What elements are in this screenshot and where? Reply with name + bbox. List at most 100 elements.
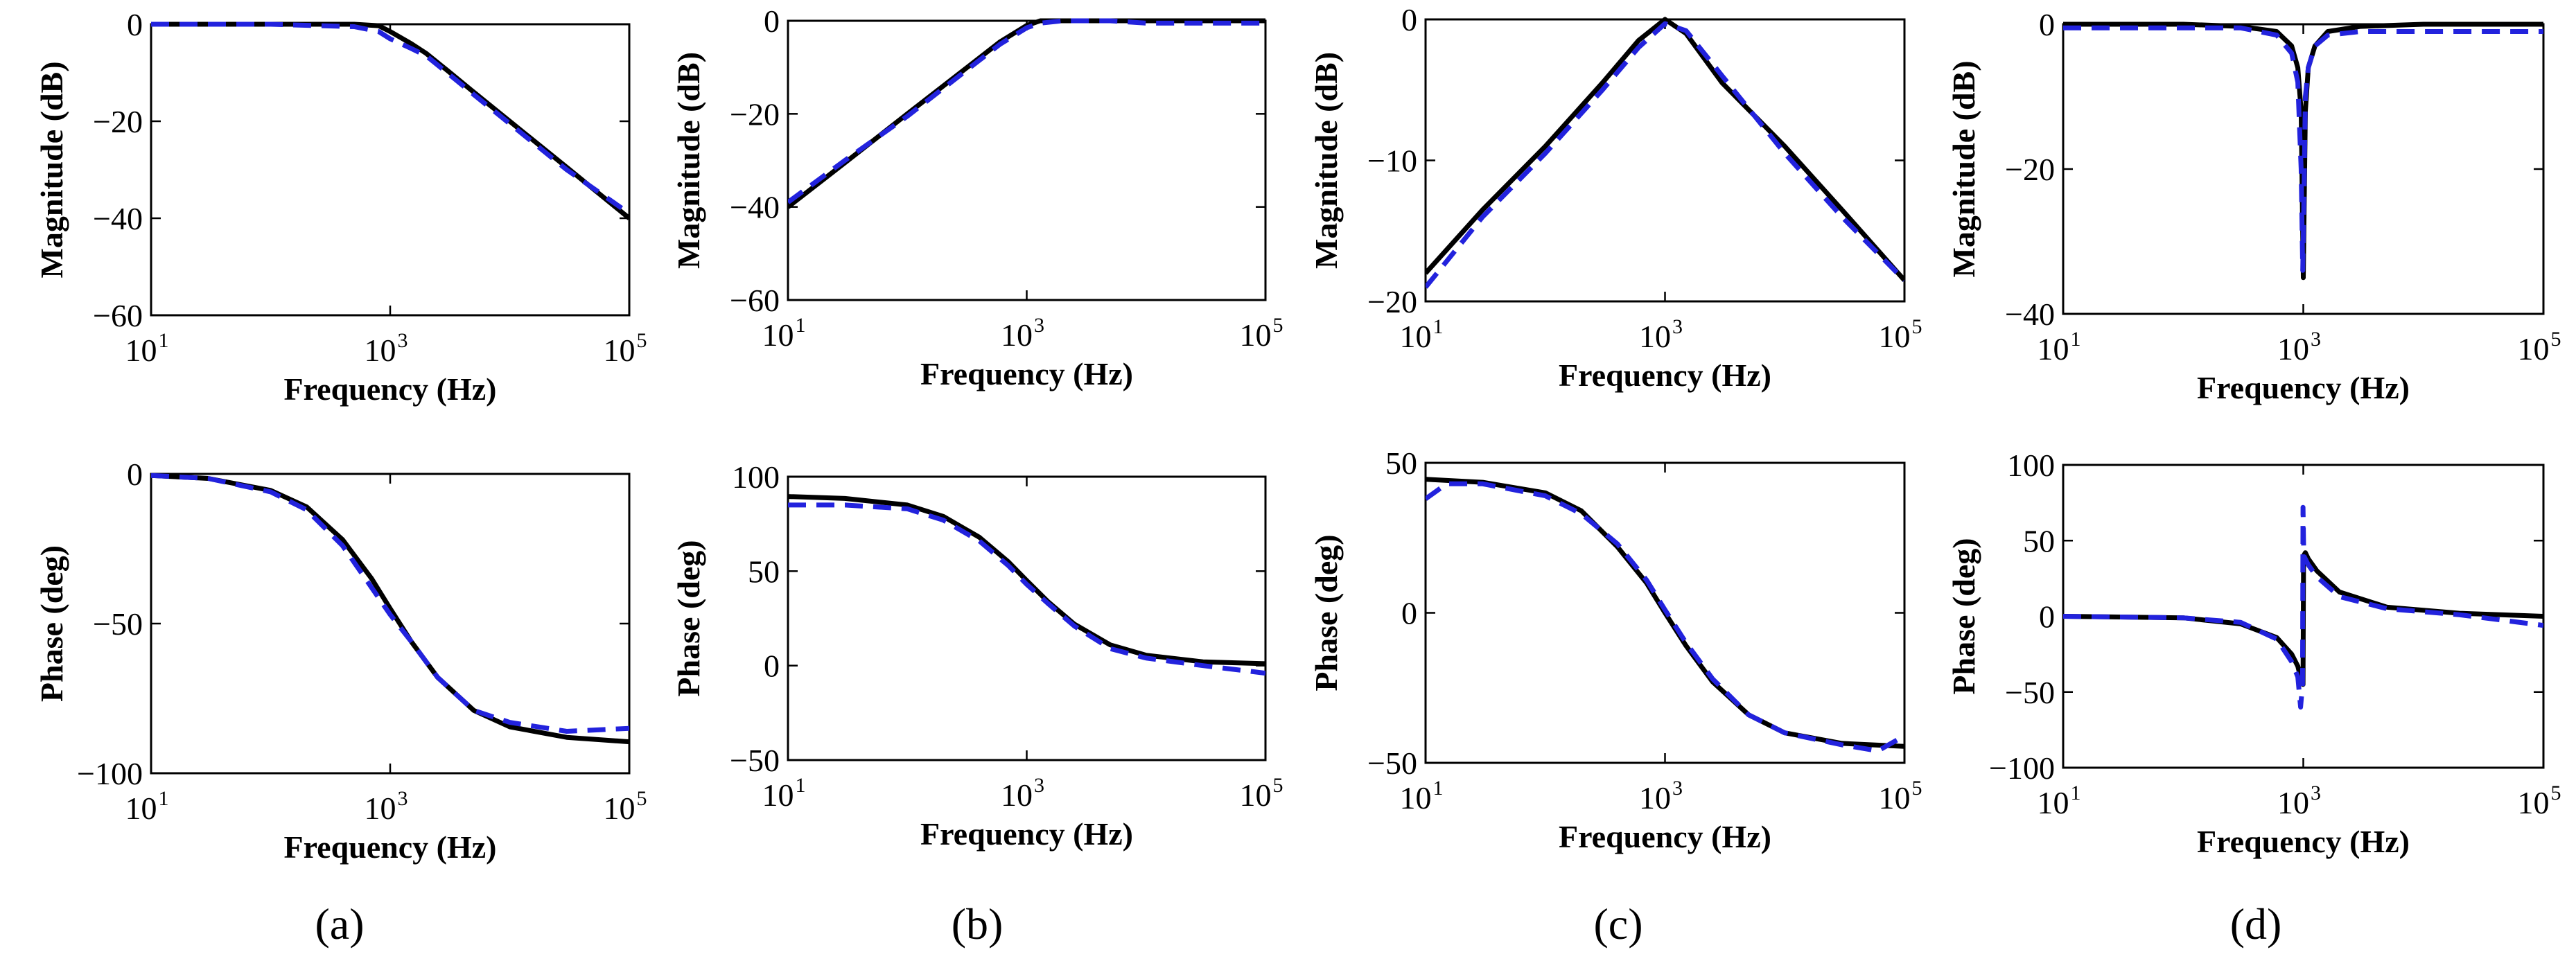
- y-tick-label: −100: [77, 756, 143, 791]
- y-tick-label: 0: [127, 7, 143, 42]
- axes-frame: [150, 23, 631, 317]
- model-curve: [2063, 21, 2543, 281]
- x-axis-label: Frequency (Hz): [2197, 824, 2410, 859]
- y-tick-label: −60: [730, 283, 780, 318]
- panel-c-magnitude-chart: 101 103 105 0 −10 −20 Frequency (Hz) Magnitude …: [1308, 2, 1922, 393]
- x-tick-label: 103: [1639, 777, 1683, 815]
- x-tick-label: 101: [762, 774, 806, 813]
- panel-label: (d): [2230, 899, 2282, 949]
- y-axis-label: Magnitude (dB): [34, 61, 69, 278]
- y-tick-label: 0: [127, 457, 143, 492]
- x-tick-label: 101: [762, 314, 806, 353]
- x-axis-label: Frequency (Hz): [1559, 358, 1771, 393]
- panel-a-magnitude-chart: 101 103 105 0 −20 −40 −60 Frequency (Hz) Magnitu…: [34, 7, 647, 407]
- x-tick-label: 101: [125, 787, 169, 826]
- y-tick-label: 0: [2039, 7, 2055, 42]
- model-curve: [151, 473, 629, 745]
- y-tick-label: −50: [2005, 675, 2055, 710]
- y-tick-label: 0: [1401, 596, 1417, 631]
- model-curve: [1426, 17, 1904, 282]
- y-tick-label: −20: [93, 104, 143, 139]
- y-tick-label: −40: [93, 201, 143, 236]
- x-tick-label: 101: [2038, 782, 2081, 820]
- y-tick-label: 0: [1401, 2, 1417, 37]
- y-tick-label: −40: [2005, 297, 2055, 332]
- y-tick-label: 50: [748, 554, 780, 589]
- y-tick-label: 50: [1385, 446, 1417, 481]
- model-curve: [151, 21, 629, 220]
- y-tick-label: 0: [2039, 599, 2055, 635]
- measured-curve: [2063, 504, 2543, 710]
- y-tick-label: 100: [732, 459, 780, 495]
- x-tick-label: 103: [365, 329, 408, 368]
- y-axis-label: Magnitude (dB): [671, 52, 706, 269]
- y-tick-label: −50: [93, 606, 143, 642]
- axes-frame: [787, 475, 1267, 761]
- model-curve: [788, 494, 1265, 667]
- panel-label: (a): [315, 899, 364, 949]
- y-tick-label: −20: [2005, 152, 2055, 187]
- panel-a-phase-chart: 101 103 105 0 −50 −100 Frequency (Hz) Phase (de…: [34, 457, 647, 865]
- x-tick-label: 105: [1879, 315, 1922, 354]
- x-axis-label: Frequency (Hz): [2197, 370, 2410, 405]
- x-tick-label: 105: [1240, 774, 1283, 813]
- panel-b-phase-chart: 101 103 105 100 50 0 −50 Frequency (Hz) Phase (d…: [671, 459, 1283, 852]
- y-axis-label: Phase (deg): [671, 540, 706, 696]
- y-tick-label: −40: [730, 190, 780, 225]
- y-axis-label: Phase (deg): [1946, 538, 1981, 694]
- y-axis-label: Phase (deg): [34, 545, 69, 702]
- x-tick-label: 101: [1400, 315, 1444, 354]
- measured-curve: [151, 473, 629, 734]
- measured-curve: [788, 502, 1265, 676]
- x-axis-label: Frequency (Hz): [1559, 819, 1771, 854]
- y-tick-label: −20: [1367, 284, 1417, 319]
- measured-curve: [1426, 481, 1904, 754]
- y-axis-label: Phase (deg): [1308, 534, 1344, 691]
- x-axis-label: Frequency (Hz): [283, 829, 496, 865]
- y-tick-label: −20: [730, 96, 780, 132]
- x-tick-label: 105: [2518, 782, 2561, 820]
- x-tick-label: 101: [1400, 777, 1444, 815]
- x-tick-label: 105: [2518, 328, 2561, 367]
- y-tick-label: 0: [764, 3, 780, 39]
- measured-curve: [2063, 25, 2543, 273]
- x-tick-label: 103: [2277, 782, 2321, 820]
- x-tick-label: 103: [1001, 774, 1044, 813]
- x-axis-label: Frequency (Hz): [920, 356, 1133, 391]
- x-tick-label: 105: [604, 787, 647, 826]
- x-tick-label: 101: [2038, 328, 2081, 367]
- y-tick-label: −100: [1989, 750, 2055, 786]
- x-tick-label: 103: [1001, 314, 1044, 353]
- y-tick-label: −50: [730, 743, 780, 778]
- axes-frame: [150, 473, 631, 775]
- panel-b-magnitude-chart: 101 103 105 0 −20 −40 −60 Frequency (Hz) Magnitu…: [671, 3, 1283, 391]
- panel-label: (b): [952, 899, 1004, 949]
- x-tick-label: 101: [125, 329, 169, 368]
- x-tick-label: 103: [2277, 328, 2321, 367]
- panel-d-phase-chart: 101 103 105 100 50 0 −50 −100 Frequency (Hz) Phas…: [1946, 448, 2561, 859]
- y-axis-label: Magnitude (dB): [1946, 60, 1981, 277]
- panel-d-magnitude-chart: 101 103 105 0 −20 −40 Frequency (Hz) Magnitude …: [1946, 7, 2561, 405]
- panel-label: (c): [1593, 899, 1642, 949]
- axes-frame: [787, 19, 1267, 301]
- measured-curve: [1426, 21, 1904, 289]
- y-tick-label: 0: [764, 649, 780, 684]
- y-tick-label: −60: [93, 298, 143, 333]
- x-tick-label: 103: [365, 787, 408, 826]
- x-tick-label: 105: [1240, 314, 1283, 353]
- x-tick-label: 103: [1639, 315, 1683, 354]
- x-axis-label: Frequency (Hz): [283, 371, 496, 407]
- x-axis-label: Frequency (Hz): [920, 816, 1133, 852]
- measured-curve: [788, 18, 1265, 204]
- x-tick-label: 105: [1879, 777, 1922, 815]
- y-tick-label: 50: [2023, 523, 2055, 558]
- x-tick-label: 105: [604, 329, 647, 368]
- panel-c-phase-chart: 101 103 105 50 0 −50 Frequency (Hz) Phase (deg): [1308, 446, 1922, 854]
- measured-curve: [151, 21, 629, 215]
- y-axis-label: Magnitude (dB): [1308, 52, 1344, 269]
- y-tick-label: −50: [1367, 746, 1417, 781]
- axes-frame: [1424, 18, 1906, 303]
- y-tick-label: −10: [1367, 143, 1417, 179]
- model-curve: [788, 18, 1265, 209]
